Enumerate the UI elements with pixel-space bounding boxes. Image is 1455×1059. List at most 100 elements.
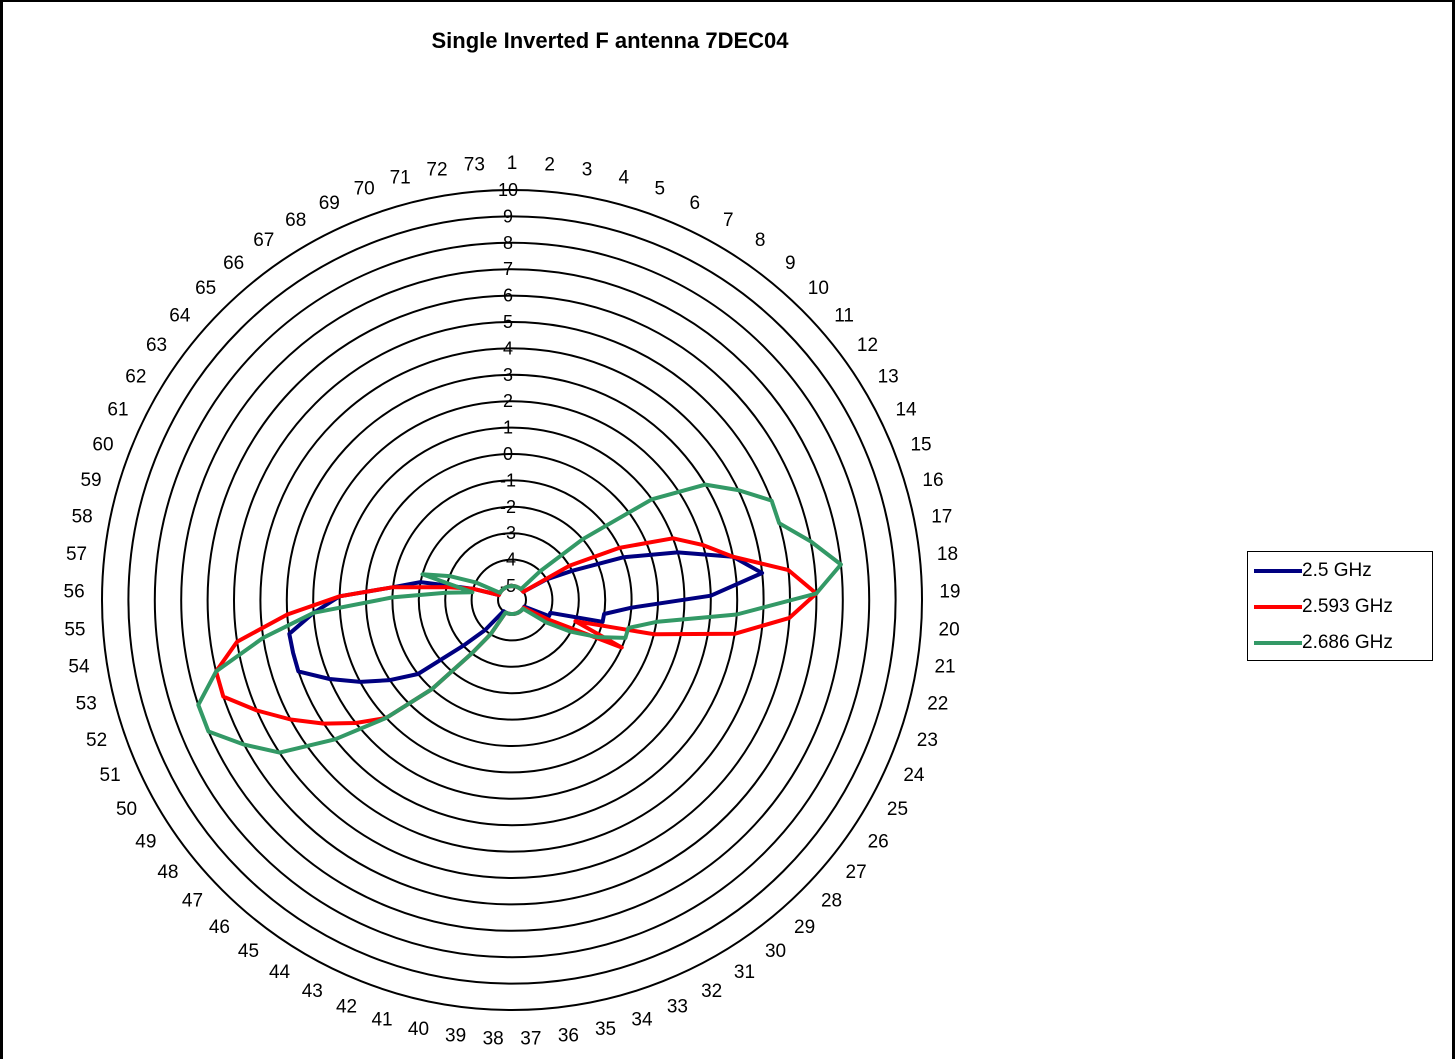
grid-ring xyxy=(285,373,739,827)
category-label: 44 xyxy=(269,962,291,983)
category-label: 25 xyxy=(887,799,908,820)
category-label: 7 xyxy=(723,210,734,231)
category-label: 28 xyxy=(821,891,842,912)
category-label: 36 xyxy=(558,1025,579,1046)
category-label: 59 xyxy=(80,470,101,491)
category-label: 31 xyxy=(734,962,755,983)
category-label: 58 xyxy=(72,507,93,528)
grid-ring xyxy=(470,558,554,642)
legend-label-2: 2.593 GHz xyxy=(1302,596,1393,617)
category-label: 62 xyxy=(125,367,146,388)
category-label: 10 xyxy=(808,278,829,299)
category-label: 50 xyxy=(116,799,137,820)
category-label: 45 xyxy=(238,941,259,962)
category-label: 27 xyxy=(846,862,867,883)
category-label: 55 xyxy=(64,619,85,640)
grid-ring xyxy=(180,268,844,932)
legend-item-2: 2.593 GHz xyxy=(1254,592,1393,622)
legend-label-1: 2.5 GHz xyxy=(1302,560,1372,581)
category-label: 19 xyxy=(939,582,960,603)
category-label: 52 xyxy=(86,730,107,751)
grid-ring xyxy=(101,189,923,1011)
legend-swatch-2 xyxy=(1254,605,1302,609)
legend: 2.5 GHz 2.593 GHz 2.686 GHz xyxy=(1247,551,1433,661)
category-label: 71 xyxy=(390,168,411,189)
grid-ring xyxy=(417,505,607,695)
category-labels: 1 2 3 4567891011121314151617181920212223242… xyxy=(64,153,961,1050)
category-label: 51 xyxy=(100,765,121,786)
category-label: 21 xyxy=(934,657,955,678)
radial-tick-label: 7 xyxy=(503,259,513,279)
category-label: 20 xyxy=(939,619,960,640)
category-label: 5 xyxy=(655,179,666,200)
category-label: 73 xyxy=(464,155,485,176)
chart-title: Single Inverted F antenna 7DEC04 xyxy=(431,28,789,53)
category-label: 32 xyxy=(701,981,722,1002)
legend-swatch-3 xyxy=(1254,641,1302,645)
grid-ring xyxy=(312,400,712,800)
category-label: 30 xyxy=(765,941,786,962)
grid-ring xyxy=(259,347,765,853)
category-label: 46 xyxy=(209,917,230,938)
grid-ring xyxy=(127,215,897,985)
grid-ring xyxy=(444,532,580,668)
category-label: 35 xyxy=(595,1019,616,1040)
category-label: 24 xyxy=(903,765,925,786)
grid-ring xyxy=(391,479,633,721)
category-label: 53 xyxy=(76,694,97,715)
category-label: 61 xyxy=(107,400,128,421)
category-label: 37 xyxy=(520,1029,541,1050)
radial-tick-label: 0 xyxy=(503,444,513,464)
category-label: 72 xyxy=(426,159,447,180)
category-label: 29 xyxy=(794,917,815,938)
series-line-2 xyxy=(214,536,819,726)
category-label: 3 xyxy=(582,159,593,180)
category-label: 43 xyxy=(302,981,323,1002)
legend-label-3: 2.686 GHz xyxy=(1302,632,1393,653)
category-label: 2 xyxy=(544,155,555,176)
category-label: 49 xyxy=(135,831,156,852)
category-label: 63 xyxy=(146,335,167,356)
category-label: 15 xyxy=(910,434,931,455)
category-label: 68 xyxy=(285,210,306,231)
radial-tick-label: 9 xyxy=(503,206,513,226)
category-label: 66 xyxy=(223,253,244,274)
category-label: 8 xyxy=(755,230,766,251)
category-label: 1 xyxy=(507,153,518,174)
category-label: 56 xyxy=(64,582,85,603)
radial-tick-label: 4 xyxy=(503,338,513,358)
radial-tick-label: -3 xyxy=(500,523,516,543)
series-layer xyxy=(196,482,843,755)
series-line-3 xyxy=(196,482,843,755)
category-label: 67 xyxy=(253,230,274,251)
grid-ring xyxy=(153,241,871,959)
legend-swatch-1 xyxy=(1254,569,1302,573)
category-label: 65 xyxy=(195,278,216,299)
radial-tick-label: 1 xyxy=(503,418,513,438)
category-label: 6 xyxy=(689,193,700,214)
category-label: 13 xyxy=(878,367,899,388)
category-label: 48 xyxy=(157,862,178,883)
category-label: 64 xyxy=(169,305,191,326)
category-label: 26 xyxy=(868,831,889,852)
radial-tick-label: -1 xyxy=(500,470,516,490)
category-label: 14 xyxy=(895,400,917,421)
grid-ring xyxy=(206,294,818,906)
category-label: 39 xyxy=(445,1025,466,1046)
radial-tick-label: 5 xyxy=(503,312,513,332)
radial-tick-label: 3 xyxy=(503,365,513,385)
category-label: 41 xyxy=(371,1009,392,1030)
category-label: 23 xyxy=(917,730,938,751)
category-label: 57 xyxy=(66,544,87,565)
category-label: 40 xyxy=(408,1019,429,1040)
grid-ring xyxy=(365,453,659,747)
category-label: 18 xyxy=(937,544,958,565)
category-label: 54 xyxy=(68,657,90,678)
category-label: 16 xyxy=(922,470,943,491)
radial-tick-label: -2 xyxy=(500,497,516,517)
radial-tick-label: -4 xyxy=(500,550,516,570)
radial-tick-label: 10 xyxy=(498,180,518,200)
category-label: 11 xyxy=(834,305,854,326)
radial-tick-label: 2 xyxy=(503,391,513,411)
